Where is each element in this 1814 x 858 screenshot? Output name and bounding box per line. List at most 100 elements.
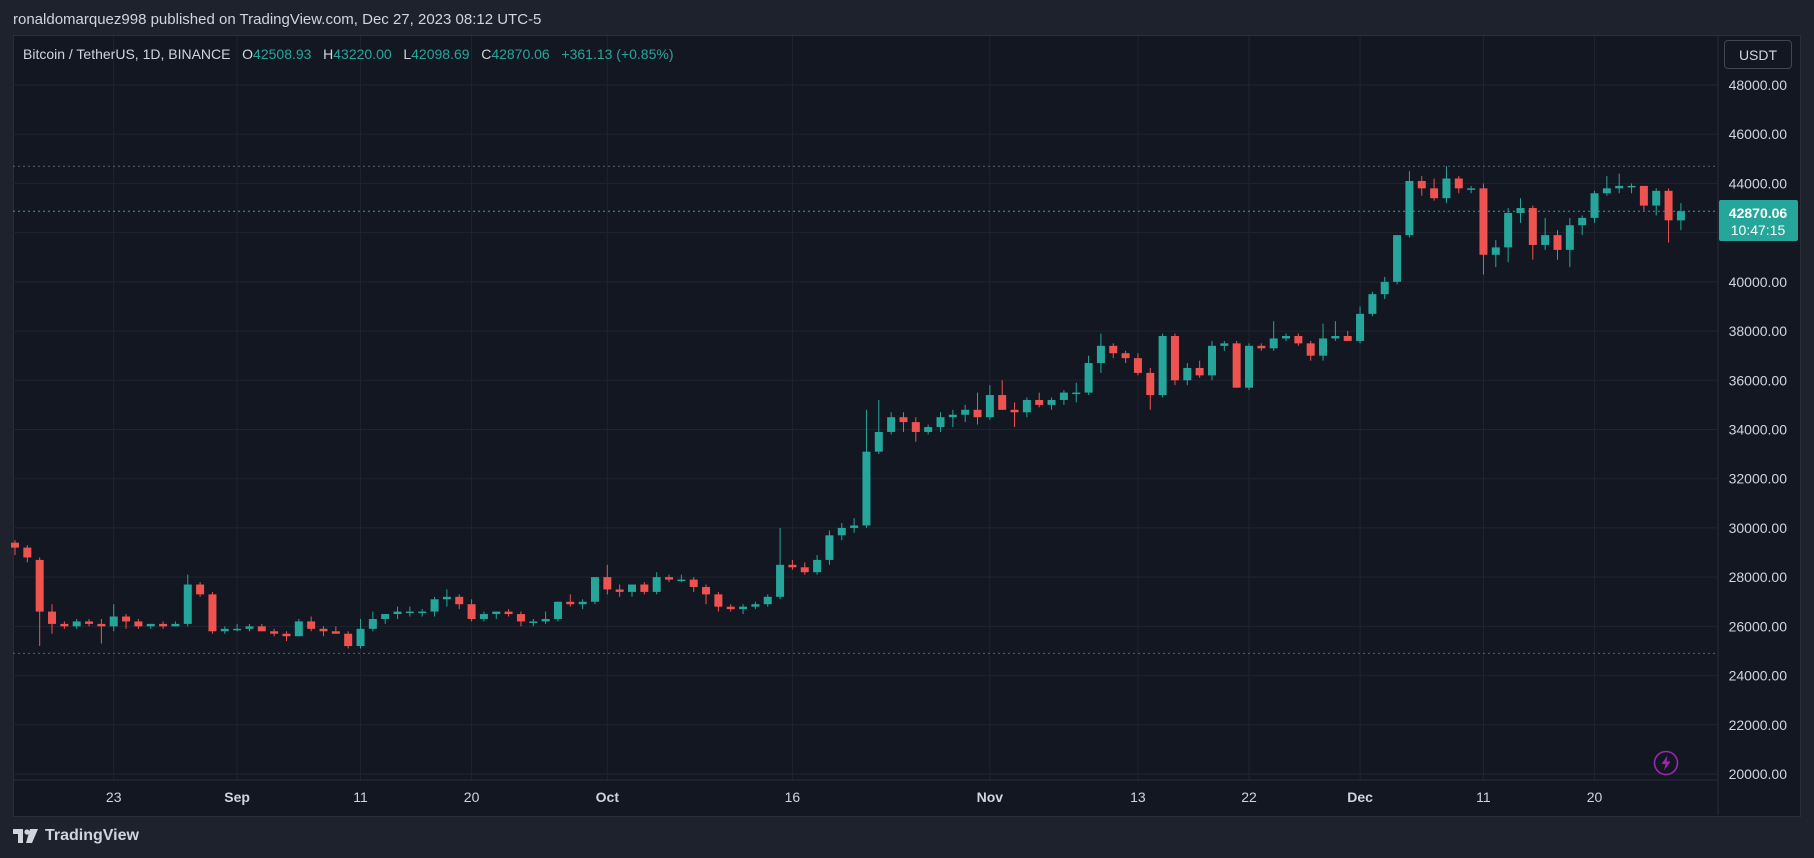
candle (1541, 217, 1550, 250)
candle-body (640, 584, 649, 592)
candle-body (578, 601, 587, 605)
candle-body (319, 628, 328, 632)
candle (1319, 323, 1328, 361)
y-tick-label: 28000.00 (1729, 569, 1788, 585)
currency-button[interactable]: USDT (1724, 40, 1792, 69)
candle (270, 628, 279, 637)
candle (220, 626, 229, 634)
candle (961, 404, 970, 423)
candle (467, 599, 476, 622)
candle-body (1553, 235, 1562, 250)
candle-body (1282, 335, 1291, 339)
candle (529, 618, 538, 627)
candle-body (122, 616, 131, 622)
candle (1207, 340, 1216, 381)
candle-body (35, 559, 44, 612)
footer-brand[interactable]: TradingView (45, 827, 139, 844)
last-price-value: 42870.06 (1729, 205, 1788, 221)
candle (1664, 188, 1673, 243)
candle (1084, 355, 1093, 396)
candle-body (442, 596, 451, 600)
x-tick-label: 20 (1587, 789, 1603, 805)
candle-body (1454, 178, 1463, 189)
y-tick-label: 26000.00 (1729, 618, 1788, 634)
candle-body (590, 577, 599, 602)
candle (1047, 397, 1056, 410)
low-value: 42098.69 (411, 46, 470, 62)
candle-body (282, 633, 291, 637)
candle (307, 616, 316, 632)
candle (455, 594, 464, 610)
candle (566, 594, 575, 607)
candle (393, 606, 402, 619)
candle-body (1467, 188, 1476, 190)
lightning-bolt-icon[interactable] (1653, 750, 1679, 776)
candle-body (455, 596, 464, 605)
candle (1035, 392, 1044, 408)
candle (516, 611, 525, 627)
candle-body (837, 527, 846, 536)
candle (1072, 382, 1081, 403)
candle-body (11, 542, 19, 548)
candle-body (911, 422, 920, 432)
candle (23, 545, 32, 563)
candle (233, 623, 242, 632)
candle-body (1516, 208, 1525, 213)
candle-body (72, 621, 81, 627)
candle-body (874, 431, 883, 452)
y-tick-label: 22000.00 (1729, 717, 1788, 733)
candle (936, 412, 945, 432)
candle-body (1368, 294, 1377, 314)
candle-body (677, 579, 686, 582)
candle (1368, 291, 1377, 317)
candle (739, 604, 748, 615)
candle-body (1257, 345, 1266, 349)
symbol-label[interactable]: Bitcoin / TetherUS, 1D, BINANCE (23, 46, 231, 62)
candle (1356, 306, 1365, 344)
candle-body (1269, 338, 1278, 349)
published-caption: ronaldomarquez998 published on TradingVi… (13, 11, 542, 28)
candle (1417, 176, 1426, 196)
candle (405, 606, 414, 617)
x-tick-label: 22 (1241, 789, 1257, 805)
candle-body (1491, 247, 1500, 255)
candle (122, 614, 131, 629)
candle-body (146, 623, 155, 627)
candle-body (739, 606, 748, 610)
candle-body (1331, 335, 1340, 339)
candle-body (763, 596, 772, 605)
x-tick-label: 13 (1130, 789, 1146, 805)
candle (1331, 321, 1340, 341)
candle-body (1170, 335, 1179, 381)
candle (1232, 340, 1241, 388)
chart-frame[interactable] (13, 35, 1801, 817)
candle (1282, 333, 1291, 341)
candle-body (1578, 217, 1587, 226)
candle (60, 621, 69, 629)
candle (146, 623, 155, 629)
candle-body (405, 611, 414, 614)
candle (1491, 240, 1500, 268)
candle-body (924, 427, 933, 432)
candle (751, 601, 760, 610)
y-tick-label: 48000.00 (1729, 77, 1788, 93)
candle (665, 574, 674, 583)
candle-body (726, 606, 735, 610)
last-price-tag: 42870.06 10:47:15 (1719, 200, 1798, 241)
candle (862, 409, 871, 528)
candle-body (85, 621, 94, 624)
candle (1676, 203, 1685, 231)
candle (1257, 343, 1266, 351)
candle-body (134, 621, 143, 627)
ohlc-legend: Bitcoin / TetherUS, 1D, BINANCE O42508.9… (23, 46, 674, 62)
price-countdown: 10:47:15 (1731, 222, 1786, 238)
candle-body (1319, 338, 1328, 356)
candle-body (628, 584, 636, 592)
candle (837, 523, 846, 541)
tradingview-logo-icon[interactable] (13, 828, 39, 844)
candle (726, 604, 735, 612)
candle-body (553, 601, 562, 619)
candle-body (665, 577, 674, 580)
candle-body (171, 623, 180, 627)
